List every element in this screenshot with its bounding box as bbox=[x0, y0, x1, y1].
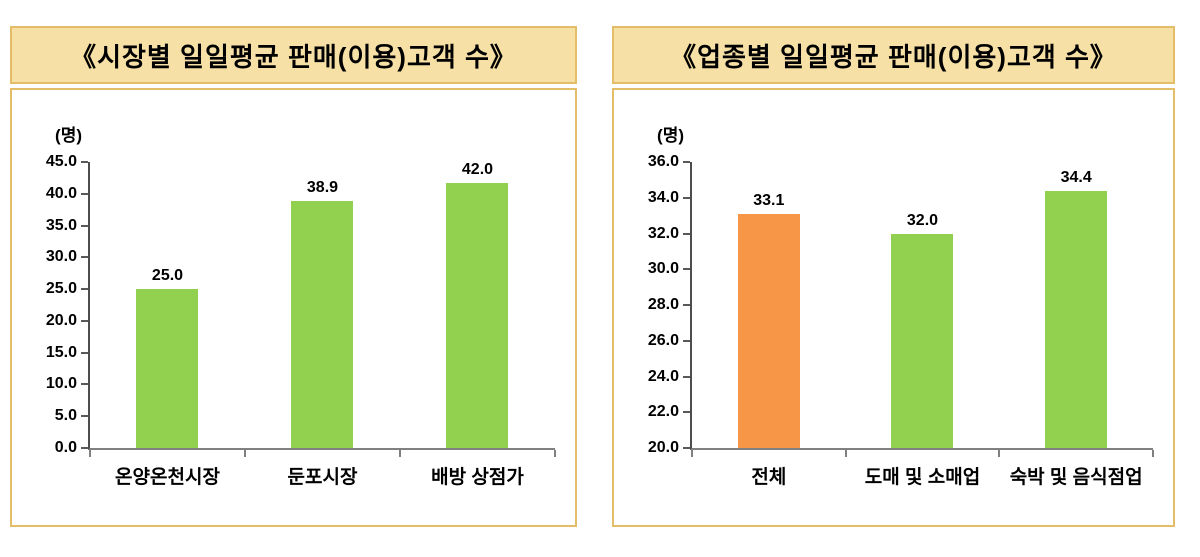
category-label: 도매 및 소매업 bbox=[864, 467, 981, 488]
y-axis-tick bbox=[81, 161, 88, 163]
y-axis-tick-label: 40.0 bbox=[45, 184, 77, 202]
y-axis-tick bbox=[683, 196, 690, 199]
y-axis-tick bbox=[683, 447, 690, 449]
y-axis-tick bbox=[81, 415, 88, 418]
x-axis-tick bbox=[398, 450, 401, 457]
y-axis-tick bbox=[81, 256, 88, 259]
y-axis-tick-label: 30.0 bbox=[45, 248, 77, 266]
bar-value-label: 34.4 bbox=[1060, 168, 1092, 186]
y-axis-tick-label: 15.0 bbox=[45, 343, 77, 361]
y-axis-tick-label: 45.0 bbox=[45, 153, 77, 170]
bar bbox=[291, 200, 354, 448]
bar-value-label: 32.0 bbox=[906, 211, 939, 229]
bar-value-label: 38.9 bbox=[306, 178, 339, 196]
market-chart-plot: 0.0 5.0 10.0 15.0 20.0 25.0 30.0 35.0 40.0 45.0 25… bbox=[46, 126, 556, 488]
y-axis-tick bbox=[683, 232, 690, 235]
y-axis-tick-label: 30.0 bbox=[647, 260, 679, 278]
y-axis-tick-label: 32.0 bbox=[647, 224, 679, 242]
bar bbox=[1045, 190, 1108, 448]
bar-value-label: 42.0 bbox=[461, 161, 494, 178]
market-chart: 0.0 5.0 10.0 15.0 20.0 25.0 30.0 35.0 40.0 45.0 25… bbox=[10, 88, 577, 527]
x-axis-tick bbox=[1152, 450, 1154, 457]
y-axis-tick-label: 20.0 bbox=[647, 439, 679, 456]
x-axis-tick bbox=[243, 450, 246, 457]
unit-label: (명) bbox=[657, 126, 684, 145]
category-label: 둔포시장 bbox=[287, 467, 358, 488]
y-axis-tick bbox=[81, 288, 88, 291]
x-axis-tick bbox=[844, 450, 847, 457]
market-chart-panel: 《시장별 일일평균 판매(이용)고객 수》 0.0 5.0 10.0 15.0 20.0… bbox=[10, 26, 577, 527]
y-axis-tick bbox=[683, 339, 690, 342]
y-axis-tick-label: 20.0 bbox=[45, 311, 77, 329]
bar bbox=[891, 233, 954, 448]
y-axis-tick bbox=[683, 304, 690, 306]
y-axis-tick bbox=[683, 375, 690, 378]
y-axis-tick bbox=[683, 268, 690, 271]
bar-slot: 38.9 bbox=[245, 162, 400, 448]
bar-slot: 33.1 bbox=[692, 162, 846, 448]
x-axis-tick bbox=[89, 450, 91, 457]
y-axis-tick-label: 24.0 bbox=[647, 367, 679, 385]
y-axis-tick bbox=[81, 192, 88, 195]
industry-chart: 20.0 22.0 24.0 26.0 28.0 30.0 32.0 34.0 36.0 33.1… bbox=[612, 88, 1175, 527]
industry-chart-plot: 20.0 22.0 24.0 26.0 28.0 30.0 32.0 34.0 36.0 33.1… bbox=[648, 126, 1154, 488]
y-axis-tick-label: 26.0 bbox=[647, 331, 679, 349]
bar-slot: 32.0 bbox=[846, 162, 1000, 448]
y-axis-tick bbox=[81, 224, 88, 227]
y-axis-tick-label: 36.0 bbox=[647, 153, 679, 170]
x-axis-tick bbox=[998, 450, 1001, 457]
y-axis-tick-label: 35.0 bbox=[45, 216, 77, 234]
y-axis-tick bbox=[81, 383, 88, 386]
bar bbox=[136, 289, 199, 448]
bar bbox=[446, 183, 509, 448]
y-axis-tick bbox=[81, 351, 88, 354]
industry-chart-title: 《업종별 일일평균 판매(이용)고객 수》 bbox=[612, 26, 1175, 84]
y-axis-tick-label: 10.0 bbox=[45, 375, 77, 393]
bar-slot: 42.0 bbox=[400, 162, 555, 448]
y-axis-tick-label: 22.0 bbox=[647, 403, 679, 421]
category-label: 숙박 및 음식점업 bbox=[1009, 467, 1143, 488]
y-axis-tick bbox=[683, 161, 690, 163]
category-label: 전체 bbox=[751, 467, 787, 488]
market-chart-title: 《시장별 일일평균 판매(이용)고객 수》 bbox=[10, 26, 577, 84]
y-axis-tick-label: 28.0 bbox=[647, 296, 679, 313]
category-label: 온양온천시장 bbox=[115, 467, 220, 488]
bar bbox=[737, 213, 800, 448]
y-axis-tick bbox=[81, 447, 88, 449]
y-axis-tick-label: 0.0 bbox=[54, 439, 77, 456]
y-axis-tick bbox=[81, 319, 88, 322]
x-axis-tick bbox=[691, 450, 693, 457]
bar-slot: 34.4 bbox=[999, 162, 1153, 448]
bar-slot: 25.0 bbox=[90, 162, 245, 448]
category-label: 배방 상점가 bbox=[431, 467, 524, 488]
industry-chart-panel: 《업종별 일일평균 판매(이용)고객 수》 20.0 22.0 24.0 26.0 28… bbox=[612, 26, 1175, 527]
bar-value-label: 25.0 bbox=[151, 267, 184, 285]
bar-value-label: 33.1 bbox=[753, 191, 785, 209]
y-axis-tick-label: 34.0 bbox=[647, 188, 679, 206]
y-axis-tick-label: 5.0 bbox=[54, 407, 77, 425]
y-axis-tick bbox=[683, 411, 690, 414]
x-axis-tick bbox=[554, 450, 556, 457]
y-axis-tick-label: 25.0 bbox=[45, 280, 77, 298]
unit-label: (명) bbox=[55, 126, 82, 145]
